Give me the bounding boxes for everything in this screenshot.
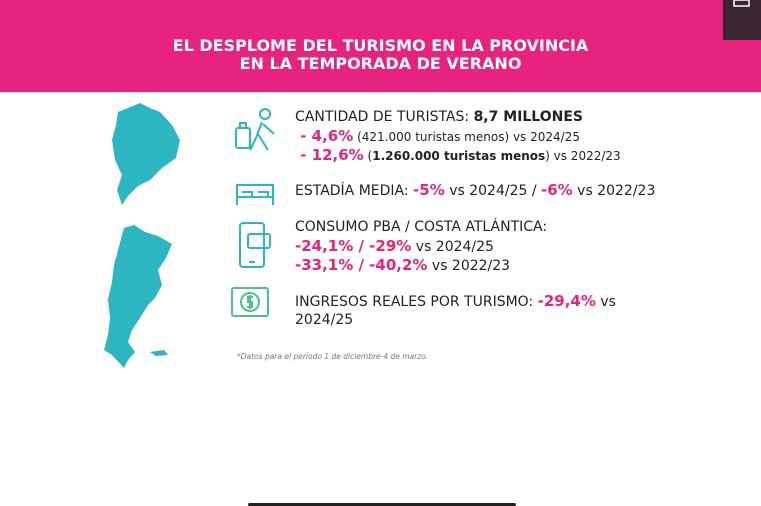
stat-line: - 4,6% (421.000 turistas menos) vs 2024/… bbox=[295, 127, 621, 146]
text-segment: ( bbox=[363, 149, 373, 163]
phone-icon bbox=[239, 222, 271, 268]
stat-line: - 12,6% (1.260.000 turistas menos) vs 20… bbox=[295, 146, 621, 165]
text-segment: -6% bbox=[541, 181, 573, 199]
text-segment: vs 2022/23 bbox=[572, 183, 656, 199]
text-segment: 2024/25 bbox=[295, 312, 354, 328]
text-segment: vs bbox=[595, 294, 616, 310]
stat-item: ESTADÍA MEDIA: -5% vs 2024/25 / -6% vs 2… bbox=[295, 181, 655, 200]
stat-item: INGRESOS REALES POR TURISMO: -29,4% vs 20… bbox=[295, 292, 616, 330]
stat-line: -24,1% / -29% vs 2024/25 bbox=[295, 237, 547, 256]
text-segment: ESTADÍA MEDIA: bbox=[295, 183, 414, 199]
text-segment: - 12,6% bbox=[295, 146, 364, 164]
tourist-icon bbox=[235, 108, 275, 151]
footnote: *Datos para el período 1 de diciembre-4 … bbox=[237, 352, 429, 361]
money-icon bbox=[231, 287, 269, 317]
country-map bbox=[104, 225, 172, 368]
stat-line: CANTIDAD DE TURISTAS: 8,7 MILLONES bbox=[295, 108, 621, 127]
island-map bbox=[150, 350, 168, 356]
text-segment: -33,1% / -40,2% bbox=[295, 256, 428, 274]
text-segment: 8,7 MILLONES bbox=[473, 109, 583, 125]
stat-line: INGRESOS REALES POR TURISMO: -29,4% vs bbox=[295, 292, 616, 311]
stat-line: -33,1% / -40,2% vs 2022/23 bbox=[295, 256, 547, 275]
stat-line: CONSUMO PBA / COSTA ATLÁNTICA: bbox=[295, 218, 547, 237]
stat-line: 2024/25 bbox=[295, 311, 616, 330]
stat-line: ESTADÍA MEDIA: -5% vs 2024/25 / -6% vs 2… bbox=[295, 181, 655, 200]
text-segment: 1.260.000 turistas menos bbox=[372, 149, 546, 163]
corner-icon bbox=[733, 0, 750, 7]
stat-item: CONSUMO PBA / COSTA ATLÁNTICA: -24,1% / -… bbox=[295, 218, 547, 275]
text-segment: -5% bbox=[413, 181, 445, 199]
header: EL DESPLOME DEL TURISMO EN LA PROVINCIA … bbox=[0, 0, 761, 92]
text-segment: ) vs 2022/23 bbox=[545, 149, 621, 163]
bottom-bar bbox=[248, 503, 516, 506]
text-segment: CANTIDAD DE TURISTAS: bbox=[295, 109, 474, 125]
text-segment: vs 2022/23 bbox=[427, 258, 511, 274]
text-segment: - 4,6% bbox=[295, 127, 354, 145]
text-segment: -29,4% bbox=[537, 292, 596, 310]
text-segment: -24,1% / -29% bbox=[295, 237, 412, 255]
bed-icon bbox=[236, 184, 274, 205]
text-segment: INGRESOS REALES POR TURISMO: bbox=[295, 294, 538, 310]
text-segment: vs 2024/25 / bbox=[444, 183, 542, 199]
text-segment: CONSUMO PBA / COSTA ATLÁNTICA: bbox=[295, 219, 548, 235]
stat-item: CANTIDAD DE TURISTAS: 8,7 MILLONES - 4,6… bbox=[295, 108, 621, 165]
text-segment: (421.000 turistas menos) vs 2024/25 bbox=[353, 130, 580, 144]
province-map bbox=[112, 103, 180, 205]
title-line: EN LA TEMPORADA DE VERANO bbox=[239, 54, 522, 73]
title-line: EL DESPLOME DEL TURISMO EN LA PROVINCIA bbox=[172, 36, 589, 55]
text-segment: vs 2024/25 bbox=[411, 239, 494, 255]
